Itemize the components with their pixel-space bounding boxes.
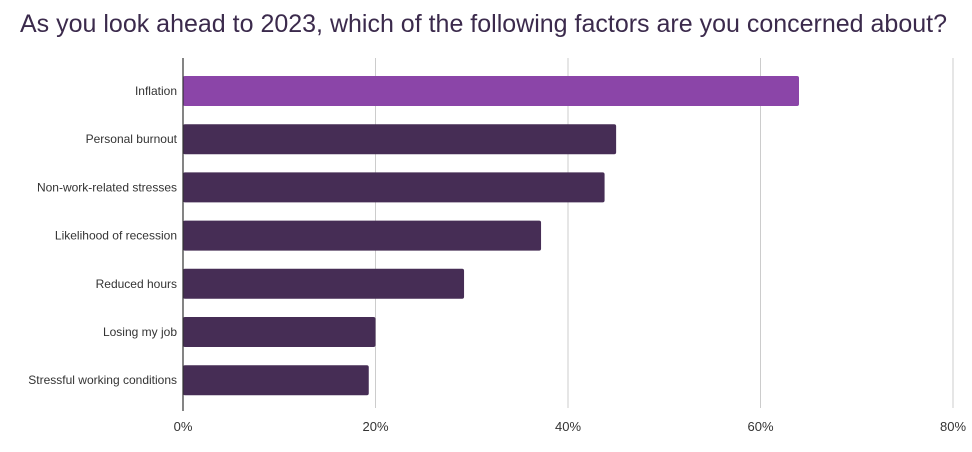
bar (183, 317, 376, 347)
category-label: Reduced hours (96, 277, 177, 291)
bar (183, 220, 542, 251)
category-label: Non-work-related stresses (37, 180, 177, 194)
category-label: Inflation (135, 84, 177, 98)
x-tick-label: 20% (362, 419, 388, 434)
chart-title: As you look ahead to 2023, which of the … (20, 10, 947, 38)
bar (183, 268, 465, 299)
category-label: Personal burnout (86, 132, 178, 146)
category-label: Likelihood of recession (55, 229, 177, 243)
bar (183, 124, 617, 155)
tick-labels: 0% 20% 40% 60% 80% (174, 419, 967, 434)
bars (183, 76, 799, 396)
category-label: Losing my job (103, 325, 177, 339)
x-tick-label: 80% (940, 419, 966, 434)
bar (183, 172, 605, 203)
category-label: Stressful working conditions (28, 373, 177, 387)
x-tick-label: 60% (747, 419, 773, 434)
bar (183, 365, 369, 396)
x-tick-label: 40% (555, 419, 581, 434)
bar (183, 76, 799, 106)
category-labels: Inflation Personal burnout Non-work-relate… (28, 84, 177, 387)
gridlines (375, 58, 954, 408)
x-tick-label: 0% (174, 419, 193, 434)
